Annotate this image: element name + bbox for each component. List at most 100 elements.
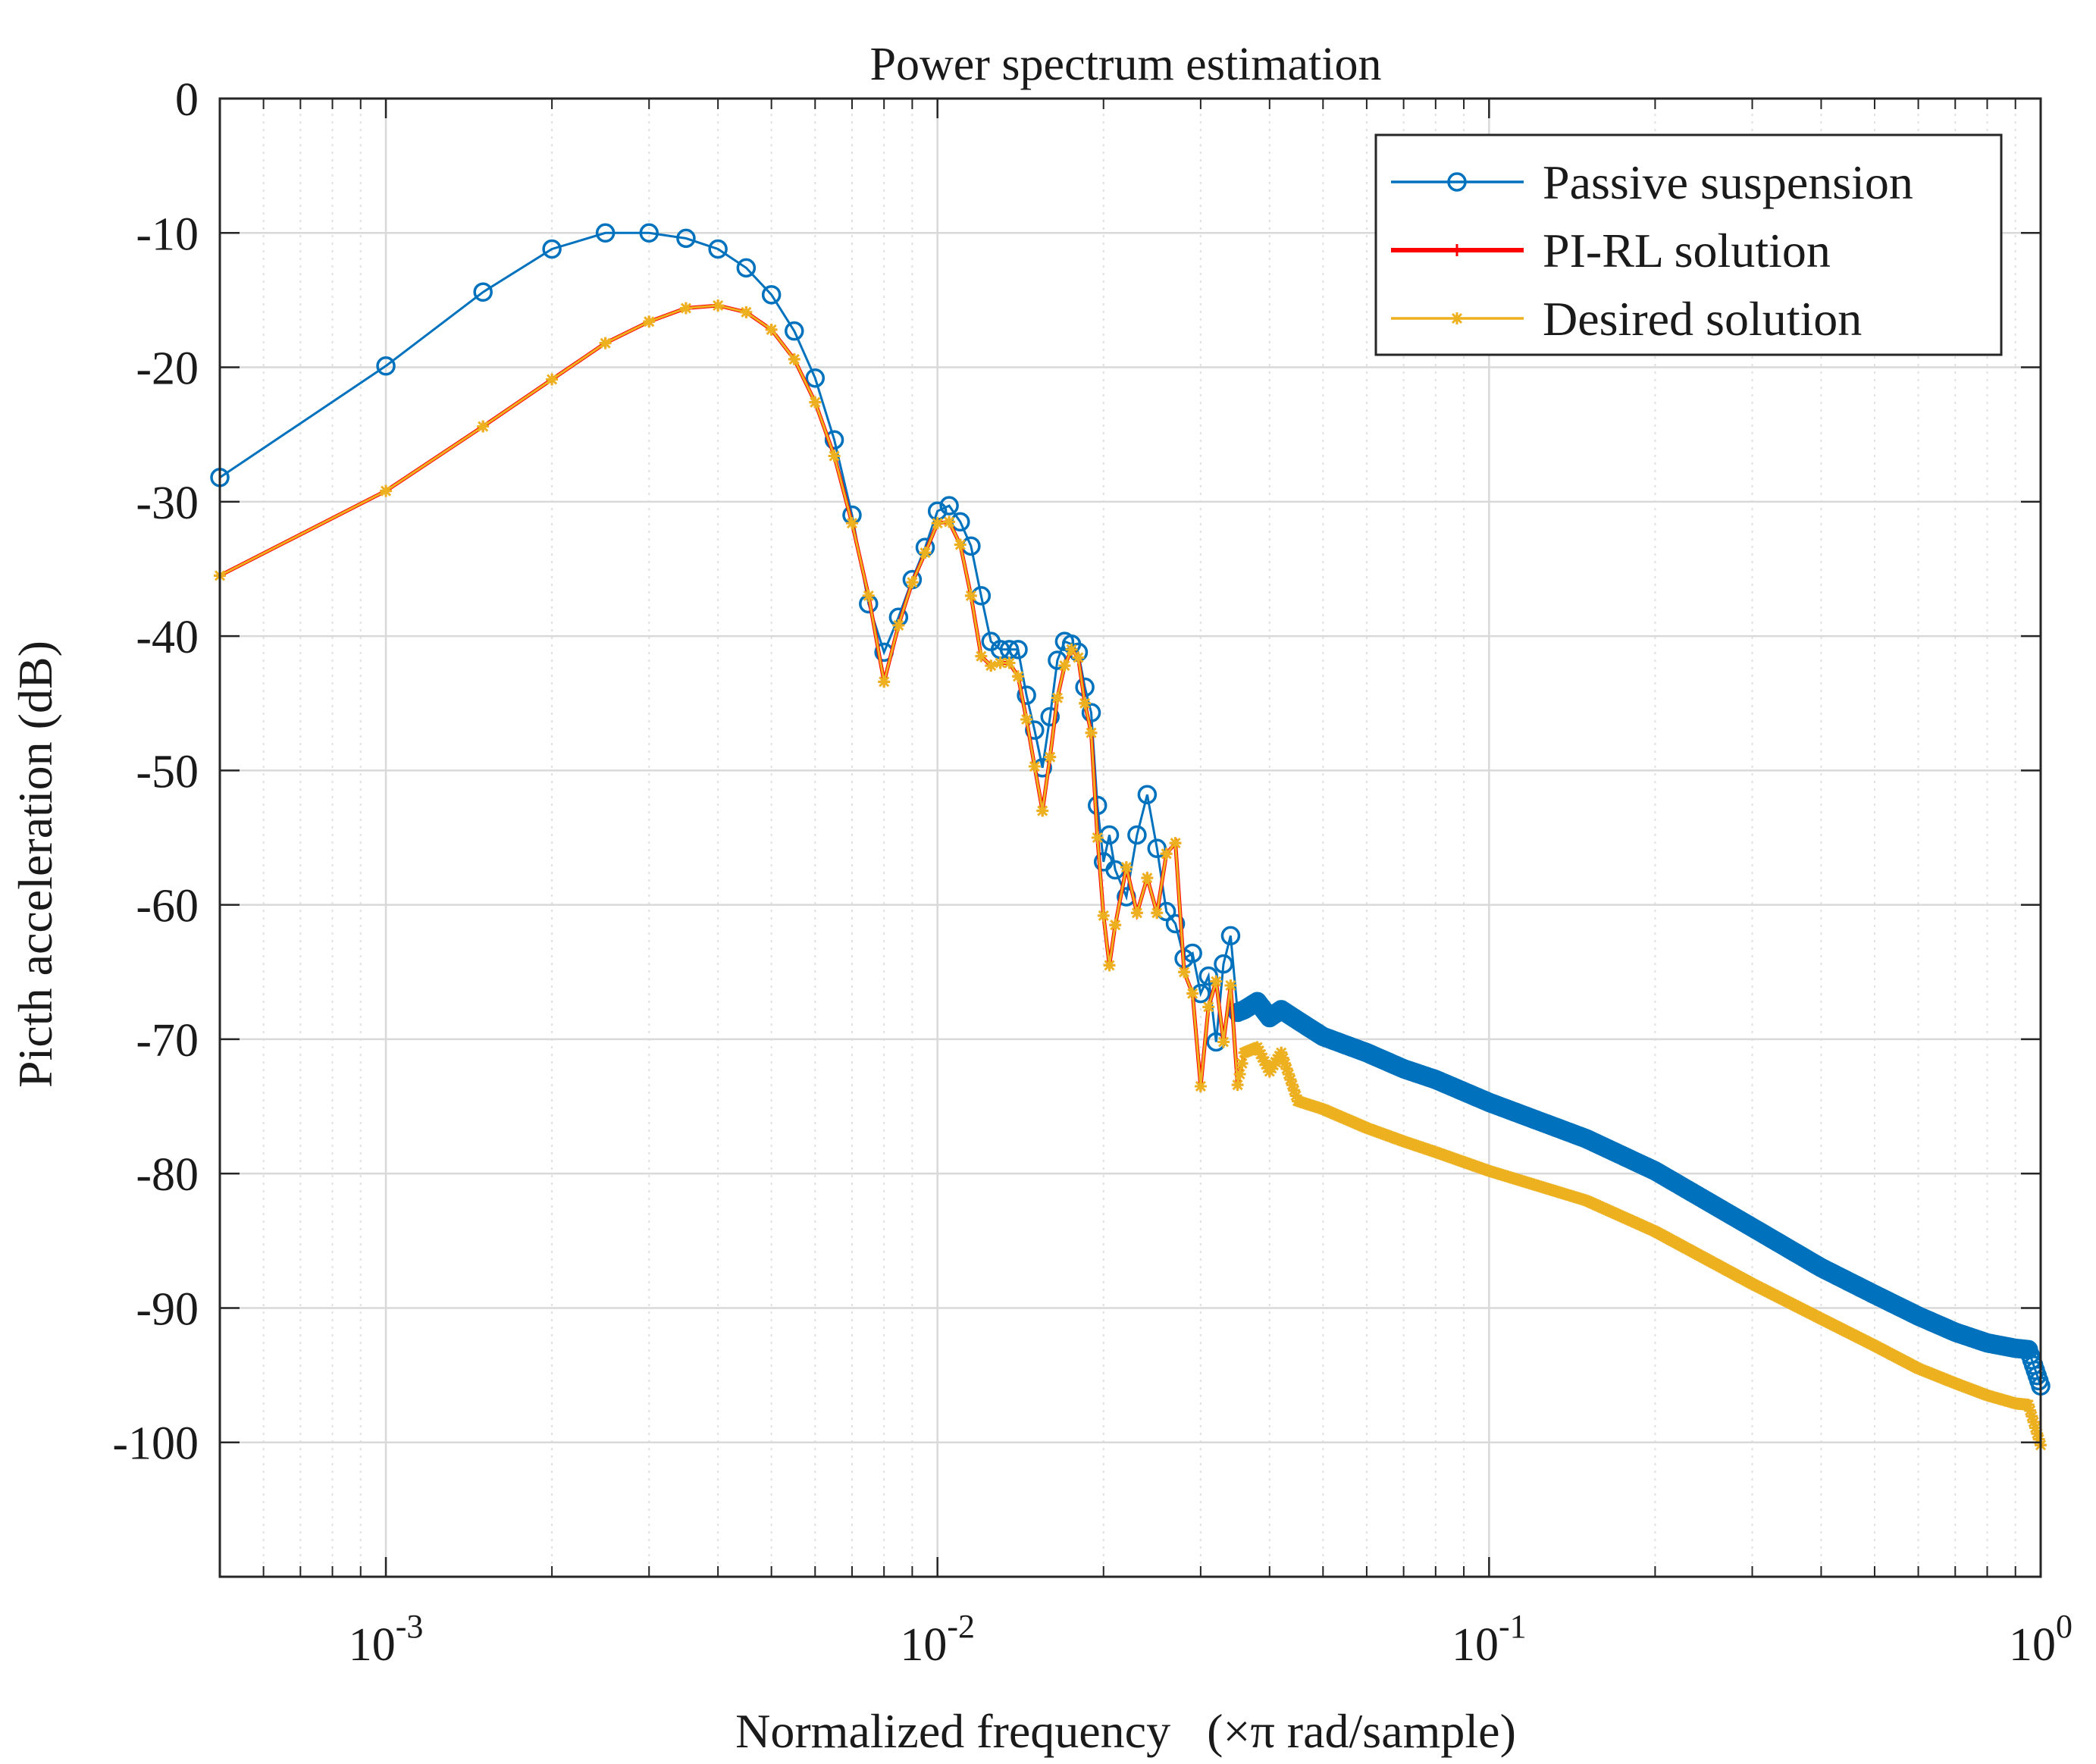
- data-point-marker: [1085, 726, 1098, 739]
- y-tick-label: -50: [136, 746, 199, 797]
- x-tick-base: 10: [349, 1619, 396, 1671]
- data-point-marker: [1279, 1057, 1292, 1070]
- data-point-marker: [639, 223, 659, 243]
- legend-item-passive-suspension: Passive suspension: [1391, 155, 1913, 209]
- data-point-marker: [1280, 1062, 1293, 1075]
- x-tick-base: 10: [900, 1619, 947, 1671]
- series-desired-solution: [214, 299, 2047, 1452]
- data-point-marker: [2032, 1433, 2045, 1446]
- data-point-marker: [376, 356, 396, 376]
- data-point-marker: [1051, 691, 1064, 704]
- data-point-marker: [473, 282, 493, 302]
- x-tick-label: 10-2: [900, 1608, 975, 1671]
- data-point-marker: [1282, 1068, 1295, 1080]
- data-point-marker: [975, 650, 988, 663]
- y-tick-label: -60: [136, 881, 199, 932]
- data-point-marker: [919, 547, 932, 559]
- y-tick-label: -10: [136, 208, 199, 260]
- data-point-marker: [878, 675, 891, 688]
- data-point-marker: [1141, 872, 1154, 885]
- data-point-marker: [1233, 1068, 1246, 1080]
- data-point-marker: [1194, 1079, 1207, 1092]
- data-point-marker: [1277, 1051, 1289, 1064]
- data-point-marker: [1275, 1046, 1288, 1059]
- x-tick-base: 10: [2009, 1619, 2056, 1671]
- data-point-marker: [1151, 907, 1164, 920]
- y-axis-label: Picth acceleration (dB): [8, 641, 62, 1088]
- data-point-marker: [1003, 656, 1016, 669]
- data-point-marker: [546, 373, 559, 386]
- data-point-marker: [954, 538, 967, 551]
- series-layer: [210, 223, 2051, 1452]
- data-point-marker: [2029, 1421, 2042, 1434]
- data-point-marker: [1103, 959, 1116, 972]
- x-tick-exponent: -1: [1499, 1608, 1527, 1645]
- y-tick-label: -100: [112, 1418, 199, 1470]
- data-point-marker: [1169, 837, 1182, 850]
- data-point-marker: [1284, 1073, 1297, 1086]
- legend-item-pi-rl-solution: PI-RL solution: [1391, 224, 1831, 277]
- data-point-marker: [380, 484, 393, 497]
- data-point-marker: [1020, 713, 1033, 725]
- data-point-marker: [1220, 926, 1241, 946]
- data-point-marker: [765, 323, 778, 336]
- data-point-marker: [1025, 720, 1045, 740]
- data-point-marker: [1008, 640, 1028, 660]
- y-tick-label: -90: [136, 1283, 199, 1335]
- data-point-marker: [1210, 975, 1223, 988]
- y-tick-label: -20: [136, 343, 199, 395]
- data-point-marker: [1286, 1079, 1299, 1092]
- data-point-marker: [1130, 907, 1143, 920]
- x-tick-exponent: -3: [396, 1608, 424, 1645]
- legend-label: Passive suspension: [1543, 155, 1913, 209]
- data-point-marker: [1236, 1057, 1249, 1070]
- data-point-marker: [906, 576, 919, 589]
- x-axis-label-main: Normalized frequency: [735, 1704, 1170, 1758]
- data-point-marker: [809, 396, 822, 409]
- data-point-marker: [931, 517, 944, 530]
- data-point-marker: [1012, 670, 1025, 683]
- data-point-marker: [1036, 804, 1049, 817]
- x-tick-exponent: -2: [947, 1608, 975, 1645]
- axes-box: [218, 97, 2042, 1578]
- data-point-marker: [1186, 987, 1199, 1000]
- data-point-marker: [1289, 1089, 1302, 1102]
- data-point-marker: [1081, 703, 1101, 722]
- x-tick-exponent: 0: [2056, 1608, 2073, 1645]
- data-point-marker: [1252, 1045, 1265, 1057]
- data-point-marker: [994, 656, 1007, 669]
- data-point-marker: [2027, 1415, 2040, 1428]
- x-axis-label-units: (×π rad/sample): [1207, 1704, 1516, 1758]
- data-point-marker: [1260, 1058, 1273, 1071]
- x-tick-label: 10-1: [1452, 1608, 1527, 1671]
- data-point-marker: [1040, 707, 1060, 727]
- data-point-marker: [785, 321, 804, 341]
- data-point-marker: [2022, 1399, 2035, 1412]
- y-tick-label: -30: [136, 478, 199, 529]
- legend-marker: [1447, 172, 1467, 192]
- data-point-marker: [845, 517, 858, 530]
- data-point-marker: [1251, 1041, 1264, 1054]
- data-point-marker: [595, 223, 616, 243]
- data-point-marker: [2024, 1404, 2037, 1417]
- data-point-marker: [828, 450, 841, 462]
- data-point-marker: [761, 285, 782, 305]
- x-tick-label: 100: [2009, 1608, 2073, 1671]
- data-point-marker: [1288, 1084, 1301, 1097]
- x-tick-base: 10: [1452, 1619, 1499, 1671]
- data-point-marker: [1256, 1051, 1269, 1064]
- data-point-marker: [892, 619, 905, 631]
- data-point-marker: [1202, 1001, 1215, 1014]
- data-point-marker: [708, 239, 728, 259]
- data-point-marker: [824, 430, 844, 450]
- data-point-marker: [1165, 913, 1186, 934]
- data-point-marker: [740, 305, 753, 318]
- data-point-marker: [1091, 832, 1104, 844]
- y-tick-label: -70: [136, 1015, 199, 1067]
- legend-marker: [1451, 312, 1463, 324]
- data-point-marker: [788, 352, 800, 365]
- data-point-marker: [805, 368, 826, 388]
- y-tick-label: -40: [136, 612, 199, 663]
- data-point-marker: [1255, 1048, 1267, 1061]
